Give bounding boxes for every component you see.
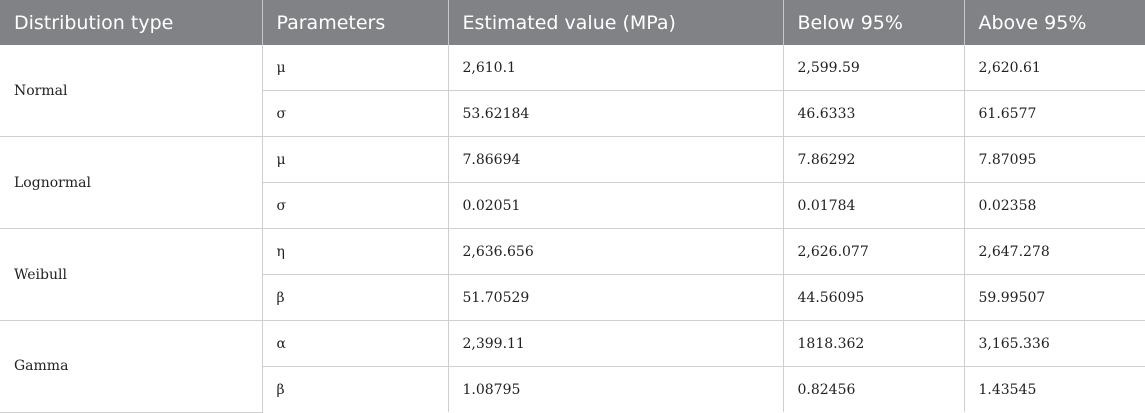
table-header: Distribution type Parameters Estimated v… xyxy=(0,0,1145,45)
below-cell: 7.86292 xyxy=(783,136,965,183)
header-row: Distribution type Parameters Estimated v… xyxy=(0,0,1145,45)
estimate-cell: 2,610.1 xyxy=(448,45,784,91)
parameter-cell: η xyxy=(262,228,449,275)
parameter-cell: β xyxy=(262,274,449,321)
estimate-cell: 7.86694 xyxy=(448,136,784,183)
table-row: Gamma α 2,399.11 1818.362 3,165.336 xyxy=(0,320,1145,413)
estimate-cell: 51.70529 xyxy=(448,274,784,321)
estimate-cell: 2,636.656 xyxy=(448,228,784,275)
above-cell: 61.6577 xyxy=(964,90,1145,137)
estimate-cell: 53.62184 xyxy=(448,90,784,137)
above-cell: 1.43545 xyxy=(978,381,1037,398)
table-row: Normal μ 2,610.1 2,599.59 2,620.61 xyxy=(0,45,1145,137)
table-row: Lognormal μ 7.86694 7.86292 7.87095 xyxy=(0,136,1145,229)
parameter-cell: β xyxy=(262,366,449,412)
estimate-cell: 2,399.11 xyxy=(448,320,784,367)
below-cell: 44.56095 xyxy=(783,274,965,321)
distribution-name: Normal xyxy=(0,45,263,137)
table-row: Weibull η 2,636.656 2,626.077 2,647.278 xyxy=(0,228,1145,321)
distribution-name: Lognormal xyxy=(0,136,263,229)
distribution-name: Weibull xyxy=(0,228,263,321)
header-above-95: Above 95% xyxy=(964,0,1145,45)
above-cell: 59.99507 xyxy=(964,274,1145,321)
header-estimated-value: Estimated value (MPa) xyxy=(448,0,784,45)
above-cell: 0.02358 xyxy=(964,182,1145,229)
below-cell: 0.01784 xyxy=(783,182,965,229)
estimate-cell: 1.08795 xyxy=(448,366,784,412)
parameter-cell: μ xyxy=(262,136,449,183)
below-cell: 2,599.59 xyxy=(783,45,965,91)
table-row: σ 53.62184 46.6333 61.6577 xyxy=(0,90,1145,137)
above-cell: 3,165.336 xyxy=(964,320,1145,367)
parameter-cell: σ xyxy=(262,182,449,229)
above-cell: 2,647.278 xyxy=(964,228,1145,275)
above-cell: 7.87095 xyxy=(964,136,1145,183)
parameter-cell: σ xyxy=(262,90,449,137)
below-cell: 46.6333 xyxy=(783,90,965,137)
above-cell: 2,620.61 xyxy=(964,45,1145,91)
table-row: β 51.70529 44.56095 59.99507 xyxy=(0,274,1145,321)
header-below-95: Below 95% xyxy=(783,0,965,45)
table-row: σ 0.02051 0.01784 0.02358 xyxy=(0,182,1145,229)
table-row: β 1.08795 0.82456 1.43545 xyxy=(0,366,1145,412)
parameter-cell: α xyxy=(262,320,449,367)
distribution-name: Gamma xyxy=(0,320,263,413)
table-body: Normal μ 2,610.1 2,599.59 2,620.61 σ 53.… xyxy=(0,45,1145,413)
parameter-cell: μ xyxy=(262,45,449,91)
below-cell: 1818.362 xyxy=(783,320,965,367)
below-cell: 0.82456 xyxy=(783,366,965,412)
header-parameters: Parameters xyxy=(262,0,449,45)
below-cell: 2,626.077 xyxy=(783,228,965,275)
header-distribution-type: Distribution type xyxy=(0,0,263,45)
estimate-cell: 0.02051 xyxy=(448,182,784,229)
